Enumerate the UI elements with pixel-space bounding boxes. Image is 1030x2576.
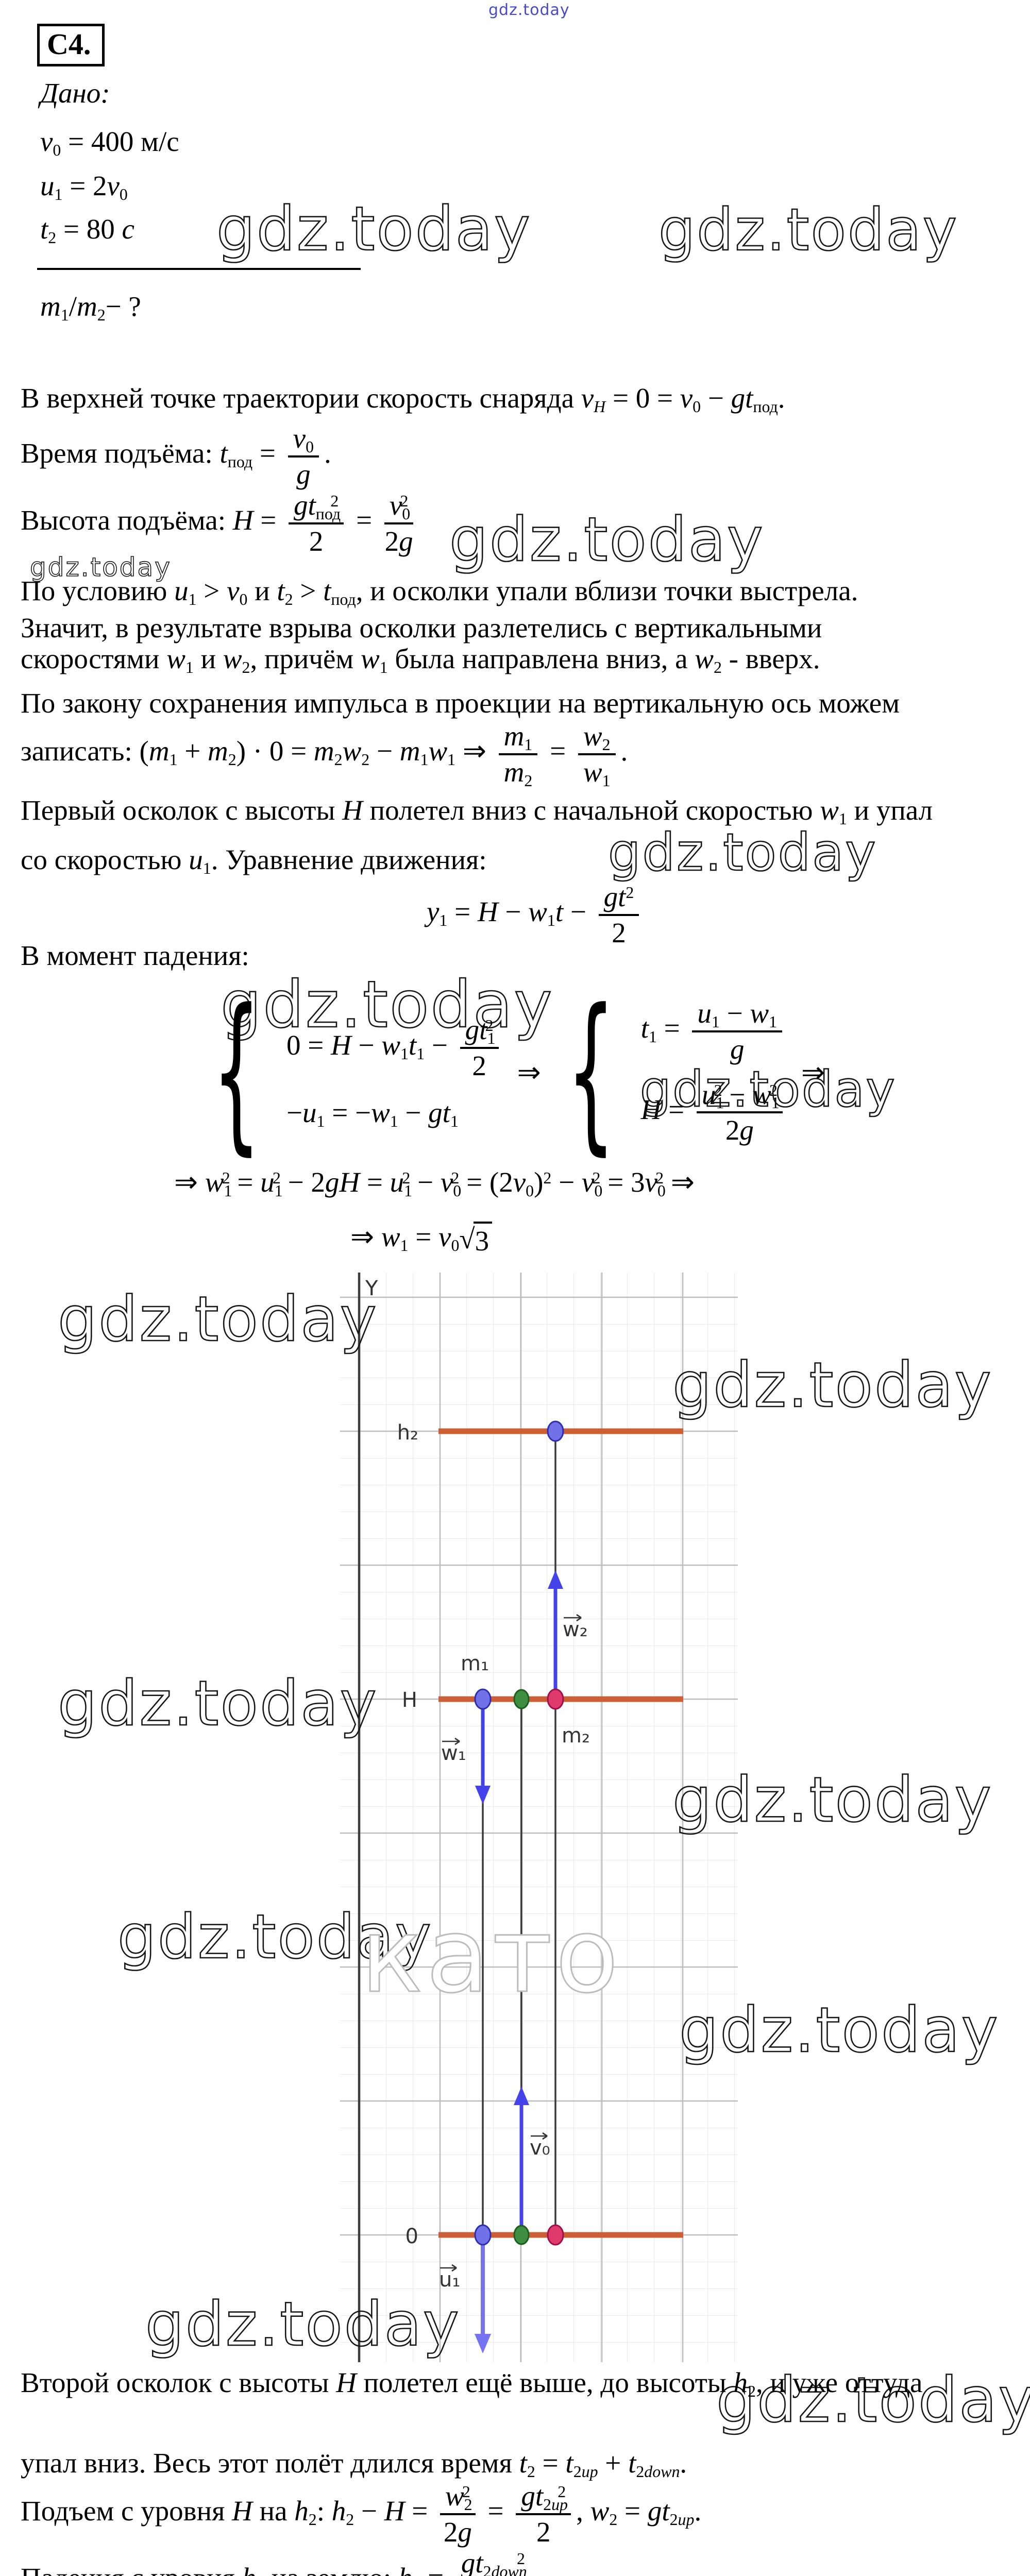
watermark: gdz.today [679,1994,1000,2067]
solution-line: По закону сохранения импульса в проекции… [21,687,900,719]
solution-line: Подъем с уровня H на h2: h2 − H = w22 2g … [21,2480,702,2548]
watermark: gdz.today [607,822,877,884]
watermark: gdz.today [57,1283,378,1357]
velocity-arrows [475,1570,563,2353]
solution-line: По условию u1 > v0 и t2 > tпод, и осколк… [21,575,858,608]
implies-arrow: ⇒ [517,1056,541,1088]
label-u1: u₁ [439,2268,460,2292]
solution-line: Падения с уровня h2 на землю: h2 = gt2do… [21,2548,543,2576]
point-shell-at-ground [513,2225,530,2245]
problem-number-box: C4. [37,24,105,66]
implies-arrow: ⇒ [801,1056,825,1088]
trajectory-diagram: Y [340,1273,738,2362]
watermark-grid: като [360,1895,622,2017]
label-origin: 0 [406,2225,418,2248]
vector-bars [440,1614,582,2272]
label-w2: w₂ [563,1618,588,1641]
w1-vector-bar-icon [442,1737,460,1745]
site-logo[interactable]: gdz.today [488,1,570,19]
w2-arrowhead-icon [548,1570,563,1589]
w2-vector-bar-icon [564,1614,582,1622]
point-m2-at-H [547,1688,564,1710]
system-eq4: H = u12 − w12 2g [641,1079,788,1146]
watermark: gdz.today [672,1349,993,1422]
system-eq2: −u1 = −w1 − gt1 [286,1096,459,1130]
given-divider [37,268,361,270]
point-m1-at-H [474,1688,492,1710]
solution-line: В верхней точке траектории скорость снар… [21,382,785,416]
system-left-column: 0 = H − w1t1 − gt12 2 −u1 = −w1 − gt1 [286,1015,504,1129]
equation-w1: ⇒ w1 = v0 √ 3 [350,1220,493,1258]
solution-line: Второй осколок с высоты H полетел ещё вы… [21,2367,923,2400]
solution-line: записать: (m1 + m2) · 0 = m2w2 − m1w1 ⇒ … [21,720,628,790]
point-m2-at-ground [547,2224,564,2246]
solution-line: Первый осколок с высоты H полетел вниз с… [21,794,933,828]
label-v0: v₀ [530,2136,550,2160]
watermark: gdz.today [145,2288,461,2361]
solution-line: со скоростью u1. Уравнение движения: [21,844,487,877]
watermark: gdz.today [29,552,172,583]
given-item-v0: v0 = 400 м/с [40,126,179,159]
point-shell-at-H [513,1689,530,1709]
solution-line: В момент падения: [21,940,249,971]
given-label: Дано: [40,77,110,109]
equation-w1-squared: ⇒ w12 = u12 − 2gH = u12 − v02 = (2v0)2 −… [174,1166,695,1200]
watermark: gdz.today [220,967,554,1043]
solution-line: упал вниз. Весь этот полёт длился время … [21,2447,687,2481]
brace-icon: { [566,973,615,1171]
system-right-column: t1 = u1 − w1 g H = u12 − w12 2g [641,998,788,1145]
watermark: gdz.today [716,2364,1030,2437]
system-of-equations: { 0 = H − w1t1 − gt12 2 −u1 = −w1 − gt1 ⇒… [200,973,825,1171]
y-axis-label: Y [365,1277,378,1300]
point-m1-at-ground [474,2224,492,2246]
solution-line: скоростями w1 и w2, причём w1 была напра… [21,643,820,676]
watermark: gdz.today [672,1764,993,1837]
watermark: gdz.today [449,503,765,576]
u1-arrowhead-icon [475,2334,491,2353]
system-eq3: t1 = u1 − w1 g [641,998,787,1064]
problem-number: C4. [37,24,105,66]
label-w1: w₁ [441,1741,466,1765]
watermark: gdz.today [216,193,532,265]
v0-vector-bar-icon [531,2132,548,2140]
grid-minor [340,1273,738,2362]
v0-arrowhead-icon [514,2087,529,2105]
system-eq1: 0 = H − w1t1 − gt12 2 [286,1015,504,1081]
point-at-h2 [547,1420,564,1442]
mass-points [474,1420,564,2246]
find-question: m1/m2− ? [40,291,141,324]
solution-line: Высота подъёма: H = gtпод2 2 = v02 2g [21,489,414,557]
solution-line: Время подъёма: tпод = v0 g. [21,422,331,490]
brace-icon: { [212,973,261,1171]
label-m1: m₁ [461,1652,489,1675]
equation-y1: y1 = H − w1t − gt2 2 [427,882,644,948]
label-m2: m₂ [562,1724,590,1748]
label-h2: h₂ [397,1421,418,1445]
watermark: gdz.today [639,1061,897,1119]
label-H: H [402,1688,417,1712]
solution-line: Значит, в результате взрыва осколки разл… [21,612,822,643]
given-item-u1: u1 = 2v0 [40,170,128,204]
watermark: gdz.today [658,196,959,265]
watermark: gdz.today [117,1901,433,1973]
given-item-t2: t2 = 80 c [40,213,134,247]
w1-arrowhead-icon [475,1786,491,1804]
u1-vector-bar-icon [440,2264,457,2272]
watermark: gdz.today [57,1668,378,1741]
